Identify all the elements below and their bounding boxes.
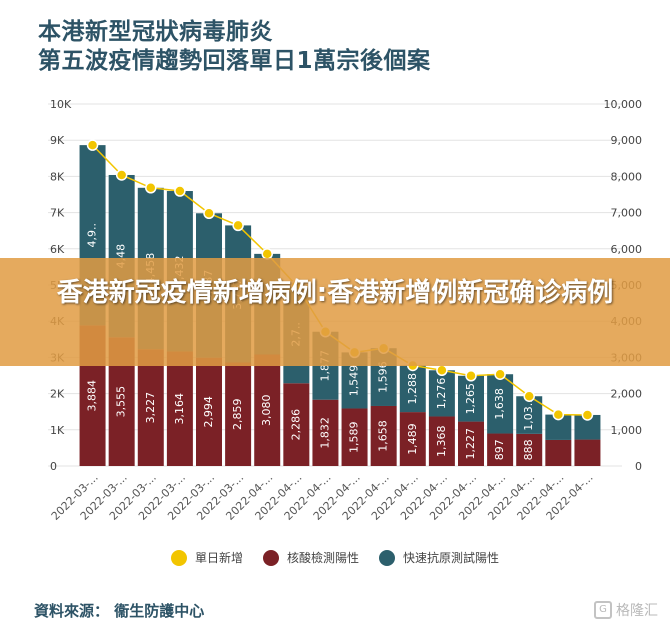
bar-value-label: 1,658: [377, 420, 390, 452]
rat-bar: [428, 370, 455, 417]
y-left-tick-label: 7K: [50, 207, 65, 220]
daily-point: [115, 169, 128, 181]
pcr-bar: [137, 349, 164, 466]
bar-value-label: 1,03..: [522, 399, 535, 431]
bar-value-label: 1,288: [406, 373, 419, 405]
rat-bar: [487, 374, 514, 434]
pcr-bar: [458, 421, 484, 466]
y-right-tick-label: 1,000: [611, 424, 643, 437]
pcr-bar: [399, 412, 426, 466]
bar-value-label: 1,638: [493, 388, 506, 420]
daily-point: [436, 364, 448, 377]
y-right-tick-label: 9,000: [611, 134, 643, 147]
legend-label: 單日新增: [194, 551, 243, 565]
rat-bar: [399, 365, 426, 413]
pcr-bar: [166, 351, 193, 466]
bar-value-label: 3,164: [173, 393, 186, 425]
y-right-tick-label: 7,000: [611, 207, 643, 220]
daily-point: [174, 185, 186, 197]
legend-swatch: [170, 549, 187, 566]
bar-value-label: 1,368: [435, 425, 448, 457]
watermark-logo-icon: G: [594, 601, 612, 619]
chart-title-line-2: 第五波疫情趨勢回落單日1萬宗後個案: [38, 48, 431, 74]
y-left-tick-label: 0: [50, 460, 57, 473]
bar-value-label: 1,276: [435, 378, 448, 410]
bar-value-label: 1,265: [464, 383, 477, 415]
daily-point: [494, 368, 506, 380]
legend-item[interactable]: 快速抗原測試陽性: [379, 549, 499, 566]
pcr-bar: [574, 439, 601, 466]
y-left-tick-label: 9K: [50, 134, 65, 147]
bar-value-label: 3,884: [86, 380, 99, 412]
y-left-tick-label: 10K: [50, 98, 72, 111]
y-right-tick-label: 2,000: [611, 388, 643, 401]
daily-point: [552, 408, 565, 421]
pcr-bar: [225, 362, 252, 466]
pcr-bar: [370, 405, 397, 466]
legend-label: 快速抗原測試陽性: [403, 551, 500, 565]
bar-value-label: 2,994: [202, 396, 215, 428]
bar-value-label: 1,596: [377, 361, 390, 393]
legend-swatch: [262, 549, 279, 566]
y-right-tick-label: 0: [635, 460, 642, 473]
legend-item[interactable]: 單日新增: [170, 549, 243, 566]
bar-value-label: 1,589: [348, 421, 361, 453]
bar-value-label: 897: [493, 439, 506, 460]
bar-value-label: 3,080: [260, 395, 273, 427]
daily-point: [465, 370, 477, 382]
bar-value-label: 1,549: [348, 365, 361, 397]
bar-value-label: 1,832: [318, 417, 331, 449]
bar-value-label: 3,555: [115, 386, 128, 418]
y-right-tick-label: 10,000: [604, 98, 643, 111]
pcr-bar: [516, 433, 543, 466]
rat-bar: [458, 375, 484, 422]
y-left-tick-label: 8K: [50, 170, 65, 183]
pcr-bar: [545, 439, 572, 466]
daily-point: [145, 182, 157, 194]
y-right-tick-label: 8,000: [611, 170, 643, 183]
chart-title-line-1: 本港新型冠狀病毒肺炎: [38, 19, 273, 45]
y-right-tick-label: 6,000: [611, 243, 643, 256]
daily-point: [203, 207, 215, 220]
daily-point: [86, 139, 99, 151]
caption-text: 香港新冠疫情新增病例:香港新增例新冠确诊病例: [56, 278, 614, 308]
bar-value-label: 1,227: [464, 428, 477, 460]
daily-point: [232, 219, 244, 232]
legend-label: 核酸檢測陽性: [286, 551, 359, 565]
legend-item[interactable]: 核酸檢測陽性: [262, 549, 359, 566]
pcr-bar: [341, 408, 368, 466]
source-label: 資料來源： 衞生防護中心: [34, 602, 205, 620]
bar-value-label: 3,227: [144, 392, 157, 424]
watermark-text: 格隆汇: [616, 603, 658, 619]
bar-value-label: 2,859: [231, 399, 244, 431]
pcr-bar: [428, 416, 455, 466]
pcr-bar: [196, 357, 222, 466]
bar-value-label: 2,286: [289, 409, 302, 441]
caption-banner: 香港新冠疫情新增病例:香港新增例新冠确诊病例: [0, 258, 670, 366]
y-left-tick-label: 2K: [50, 388, 65, 401]
pcr-bar: [254, 354, 281, 466]
daily-point: [581, 409, 594, 421]
pcr-bar: [487, 433, 514, 466]
watermark: G 格隆汇: [594, 600, 658, 620]
bar-value-label: 888: [522, 439, 535, 460]
pcr-bar: [283, 383, 310, 466]
legend-swatch: [379, 549, 395, 566]
y-left-tick-label: 6K: [50, 243, 65, 256]
bar-value-label: 4,9..: [86, 223, 99, 248]
y-left-tick-label: 1K: [50, 424, 65, 437]
bar-value-label: 1,489: [406, 423, 419, 455]
chart-legend: 單日新增 核酸檢測陽性 快速抗原測試陽性: [0, 549, 670, 566]
daily-point: [523, 390, 535, 402]
pcr-bar: [312, 399, 339, 466]
